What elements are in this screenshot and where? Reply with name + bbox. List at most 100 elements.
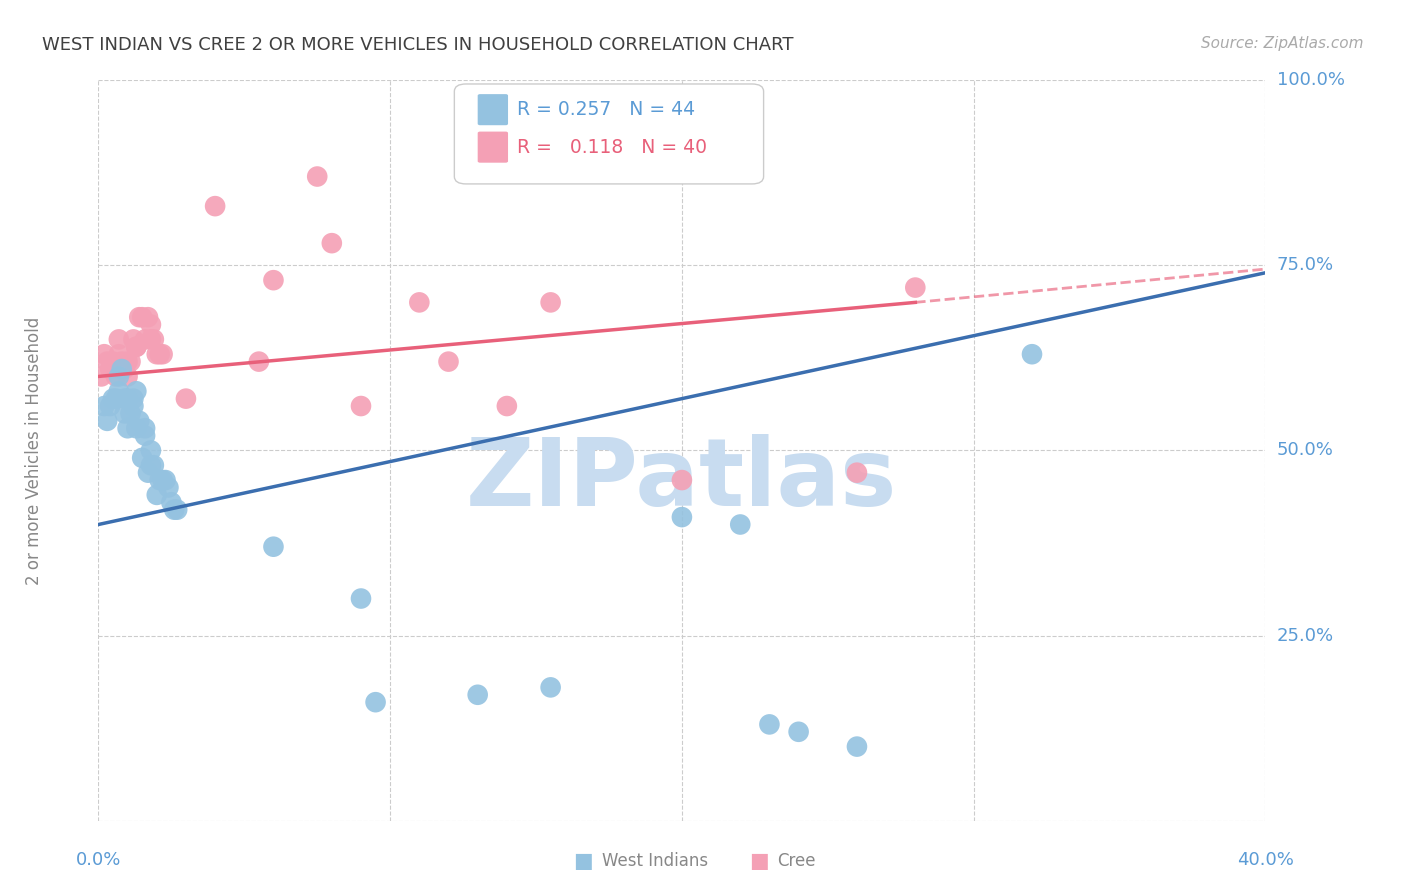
Point (108, 384, 131, 399)
Point (125, 340, 148, 354)
Text: ZIPatlas: ZIPatlas (467, 434, 897, 526)
Point (111, 354, 134, 368)
Point (139, 443, 162, 458)
Point (134, 332, 156, 346)
Point (131, 310, 153, 325)
Point (142, 458, 165, 473)
Point (149, 473, 172, 487)
Point (139, 318, 162, 332)
Point (149, 347, 172, 361)
Point (125, 384, 148, 399)
Point (262, 273, 284, 287)
Point (104, 392, 127, 406)
Point (134, 428, 156, 442)
Point (408, 295, 430, 310)
Point (166, 502, 188, 516)
Point (122, 392, 145, 406)
Text: WEST INDIAN VS CREE 2 OR MORE VEHICLES IN HOUSEHOLD CORRELATION CHART: WEST INDIAN VS CREE 2 OR MORE VEHICLES I… (42, 36, 793, 54)
Point (117, 354, 139, 368)
Point (128, 414, 150, 428)
Point (117, 392, 139, 406)
Point (117, 369, 139, 384)
FancyBboxPatch shape (454, 84, 763, 184)
Point (142, 332, 165, 346)
Point (787, 724, 810, 739)
Point (114, 362, 136, 376)
Point (904, 280, 927, 294)
Point (98, 362, 121, 376)
Point (160, 495, 183, 509)
Point (96, 354, 118, 368)
Text: 0.0%: 0.0% (76, 851, 121, 869)
Point (321, 236, 343, 251)
Text: 100.0%: 100.0% (1277, 71, 1344, 89)
Point (108, 332, 131, 346)
Point (120, 354, 142, 368)
Text: West Indians: West Indians (602, 852, 707, 870)
Point (350, 591, 373, 606)
Point (134, 421, 156, 435)
Point (467, 688, 489, 702)
Point (157, 480, 180, 494)
Text: 50.0%: 50.0% (1277, 442, 1333, 459)
Point (120, 407, 142, 421)
Text: Cree: Cree (778, 852, 815, 870)
Point (128, 310, 150, 325)
Point (136, 466, 159, 480)
Text: 25.0%: 25.0% (1277, 626, 1334, 645)
Point (111, 362, 134, 376)
Text: R =   0.118   N = 40: R = 0.118 N = 40 (517, 137, 707, 157)
Point (540, 295, 562, 310)
FancyBboxPatch shape (478, 132, 508, 162)
Text: Source: ZipAtlas.com: Source: ZipAtlas.com (1201, 36, 1364, 51)
Point (108, 369, 131, 384)
Point (437, 354, 460, 368)
Point (125, 421, 148, 435)
Point (1021, 347, 1043, 361)
Text: R = 0.257   N = 44: R = 0.257 N = 44 (517, 100, 696, 120)
Point (114, 407, 136, 421)
Text: 40.0%: 40.0% (1237, 851, 1294, 869)
Text: 75.0%: 75.0% (1277, 256, 1334, 275)
Text: ■: ■ (749, 851, 769, 871)
Point (671, 473, 693, 487)
Point (730, 517, 752, 532)
Point (125, 340, 148, 354)
Point (152, 473, 174, 487)
Point (146, 488, 169, 502)
Point (540, 681, 562, 695)
Point (350, 399, 373, 413)
Point (101, 392, 124, 406)
Point (496, 399, 519, 413)
Point (846, 739, 869, 754)
Point (93, 399, 115, 413)
Point (101, 354, 124, 368)
Point (93, 347, 115, 361)
Point (104, 369, 127, 384)
Point (122, 399, 145, 413)
Point (247, 354, 270, 368)
Point (139, 458, 162, 473)
Point (131, 450, 153, 465)
Point (108, 347, 131, 361)
Point (117, 421, 139, 435)
Point (758, 717, 780, 731)
Point (174, 392, 197, 406)
Point (114, 392, 136, 406)
FancyBboxPatch shape (478, 95, 508, 125)
Point (671, 510, 693, 524)
Text: ■: ■ (574, 851, 593, 871)
Point (136, 310, 159, 325)
Point (846, 466, 869, 480)
Point (204, 199, 226, 213)
Point (155, 473, 177, 487)
Point (262, 540, 284, 554)
Point (146, 347, 169, 361)
Point (364, 695, 387, 709)
Point (98, 399, 121, 413)
Point (152, 347, 174, 361)
Point (139, 332, 162, 346)
Point (307, 169, 329, 184)
Point (122, 332, 145, 346)
Point (163, 502, 186, 516)
